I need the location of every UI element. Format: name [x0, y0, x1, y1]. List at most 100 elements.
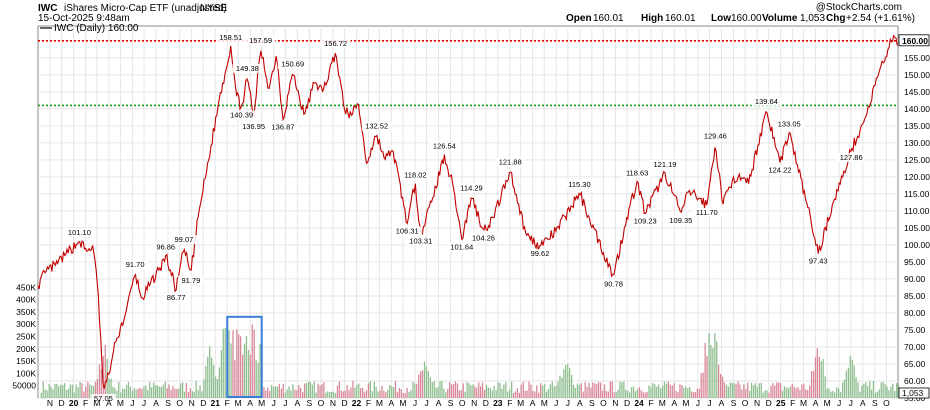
- volume-bar: [58, 386, 60, 398]
- volume-bar: [627, 390, 629, 398]
- volume-bar: [185, 383, 188, 398]
- annotation-label: 99.62: [531, 249, 550, 258]
- volume-bar: [818, 356, 820, 398]
- volume-bar: [673, 383, 675, 398]
- volume-bar: [218, 367, 220, 398]
- volume-bar: [420, 371, 422, 398]
- volume-bar: [62, 385, 64, 398]
- volume-bar: [238, 334, 240, 398]
- volume-bar: [882, 382, 884, 398]
- volume-bar: [547, 389, 549, 398]
- volume-bar: [661, 385, 664, 398]
- volume-bar: [425, 366, 428, 398]
- volume-bar: [720, 373, 722, 398]
- volume-bar: [894, 390, 896, 398]
- volume-bar: [503, 384, 505, 398]
- volume-bar: [288, 386, 290, 398]
- volume-bar: [307, 381, 310, 398]
- volume-bar: [888, 390, 890, 398]
- x-tick-label: D: [59, 398, 65, 408]
- volume-bar: [56, 383, 58, 398]
- volume-bar: [189, 388, 191, 398]
- volume-bar: [621, 382, 623, 398]
- annotation-bg: [564, 179, 595, 189]
- annotation-label: 104.26: [472, 233, 495, 242]
- x-tick-label: J: [696, 398, 700, 408]
- volume-bar: [369, 381, 371, 398]
- volume-bar: [391, 386, 393, 398]
- volume-bar: [789, 386, 791, 398]
- volume-bars: [40, 315, 900, 399]
- volume-bar: [845, 370, 847, 398]
- y-tick-label: 115.00: [904, 189, 930, 199]
- security-name: iShares Micro-Cap ETF (unadjusted): [64, 3, 227, 14]
- volume-bar: [687, 388, 689, 398]
- volume-bar: [292, 384, 294, 398]
- exchange-text: NYSE: [200, 3, 228, 14]
- x-tick-label: J: [413, 398, 417, 408]
- x-tick-label: 22: [352, 398, 362, 408]
- volume-bar: [243, 343, 246, 398]
- x-tick-label: F: [507, 398, 512, 408]
- annotation-label: 136.87: [272, 122, 295, 131]
- annotation-label: 101.10: [68, 228, 91, 237]
- annotation-label: 99.07: [175, 235, 194, 244]
- volume-bar: [559, 375, 561, 398]
- volume-bar: [352, 380, 354, 398]
- volume-bar: [458, 390, 460, 398]
- volume-bar: [791, 383, 793, 398]
- volume-bar: [234, 359, 236, 398]
- volume-bar: [164, 381, 166, 398]
- y-tick-label: 140.00: [904, 104, 930, 114]
- volume-bar: [592, 382, 594, 398]
- x-tick-label: S: [872, 398, 878, 408]
- volume-bar: [125, 384, 128, 398]
- volume-bar: [145, 385, 147, 398]
- volume-bar: [75, 384, 77, 398]
- x-tick-label: M: [541, 398, 548, 408]
- volume-bar: [454, 381, 457, 398]
- volume-bar: [652, 383, 654, 398]
- volume-bar: [263, 387, 265, 398]
- volume-bar: [452, 384, 455, 398]
- volume-bar: [549, 384, 551, 398]
- volume-bar: [518, 392, 520, 398]
- x-tick-label: N: [189, 398, 195, 408]
- volume-bar: [267, 387, 269, 398]
- volume-bar: [543, 383, 546, 398]
- x-tick-label: D: [200, 398, 206, 408]
- volume-bar: [377, 391, 379, 398]
- volume-bar: [675, 390, 677, 398]
- volume-bar: [551, 381, 553, 398]
- volume-bar: [342, 391, 344, 398]
- volume-bar: [598, 382, 600, 398]
- volume-bar: [733, 383, 735, 398]
- y-tick-label: 80.00: [904, 308, 926, 318]
- x-tick-label: J: [424, 398, 428, 408]
- volume-bar: [147, 390, 149, 398]
- volume-bar: [338, 381, 340, 398]
- x-tick-label: M: [824, 398, 831, 408]
- volume-bar: [54, 383, 56, 398]
- x-tick-label: F: [648, 398, 653, 408]
- volume-bar: [752, 385, 755, 398]
- x-tick-label: 20: [69, 398, 79, 408]
- volume-bar: [69, 384, 71, 398]
- annotation-label: 158.51: [219, 33, 242, 42]
- volume-bar: [232, 330, 234, 398]
- x-tick-label: J: [837, 398, 841, 408]
- x-tick-label: A: [389, 398, 395, 408]
- annotation-label: 86.77: [167, 293, 186, 302]
- volume-bar: [830, 391, 832, 398]
- volume-bar: [317, 383, 319, 398]
- volume-bar: [514, 391, 517, 398]
- x-tick-label: A: [153, 398, 159, 408]
- volume-bar: [660, 388, 662, 398]
- volume-bar: [714, 332, 716, 398]
- volume-bar: [427, 371, 429, 398]
- volume-bar: [671, 385, 673, 398]
- volume-bar: [42, 381, 44, 398]
- volume-bar: [799, 390, 801, 398]
- volume-bar: [710, 345, 712, 398]
